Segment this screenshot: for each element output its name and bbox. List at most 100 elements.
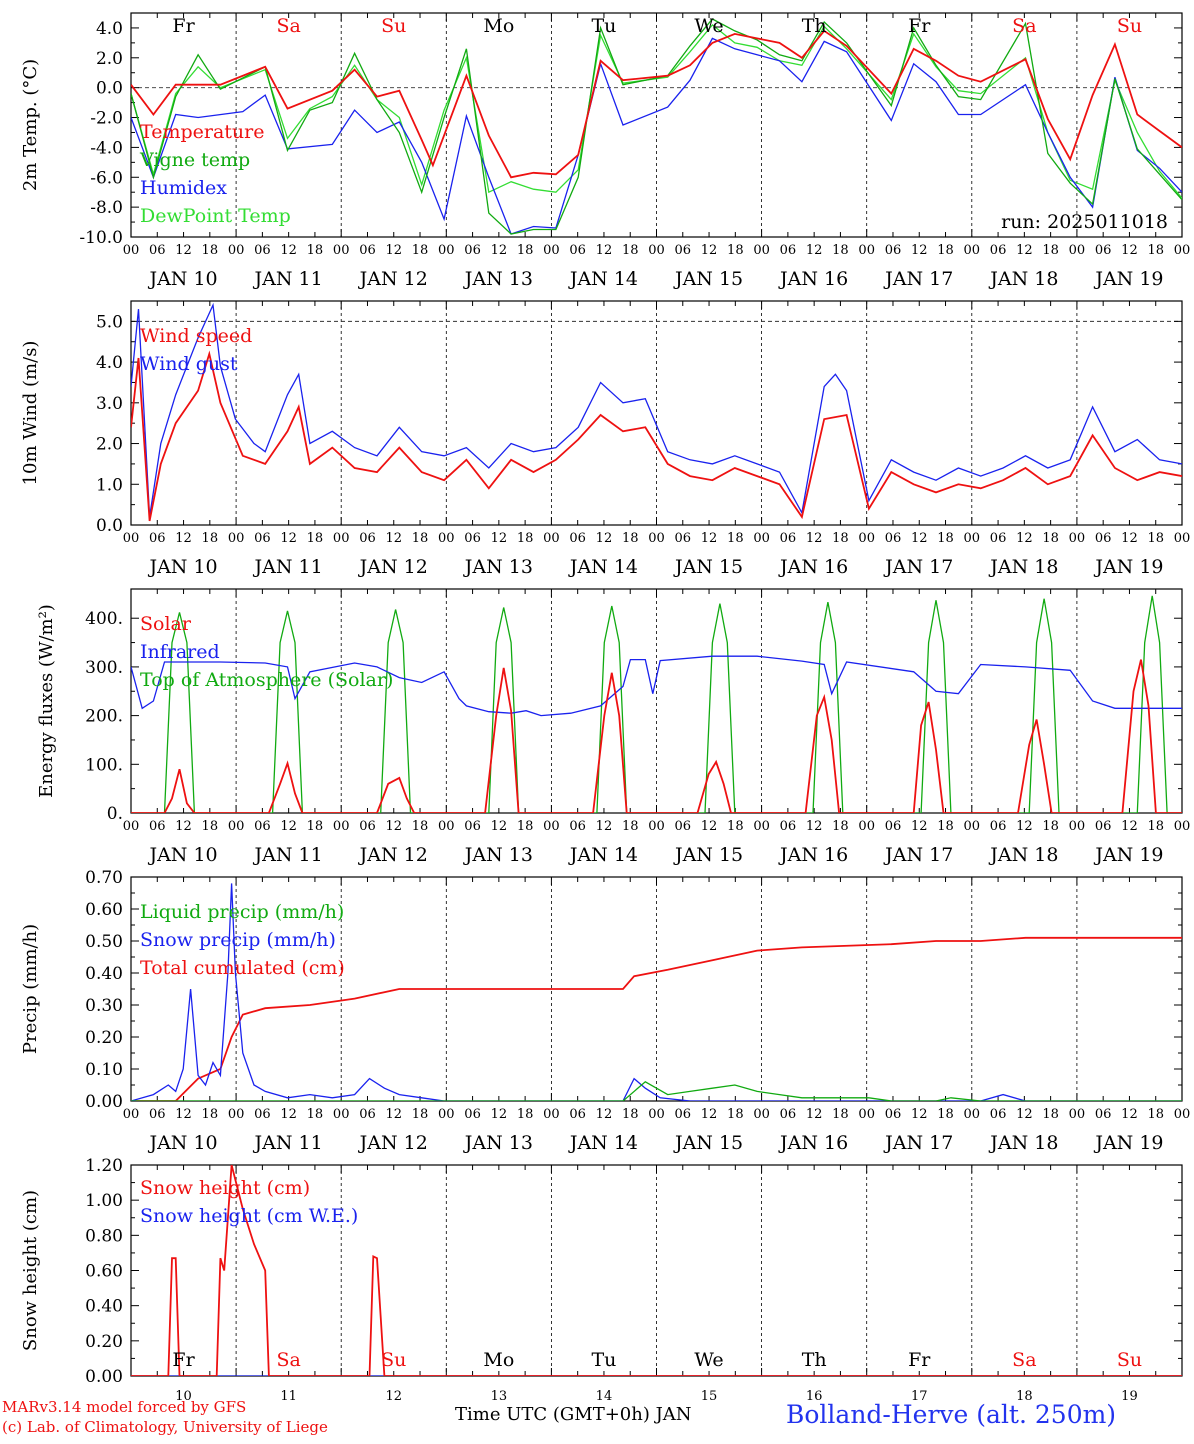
hour-tick-label: 18	[1147, 243, 1164, 258]
hour-tick-label: 12	[911, 531, 928, 546]
y-tick-label: 5.0	[96, 312, 123, 332]
day-number-label: 10	[175, 1389, 192, 1404]
weekday-label: Th	[802, 1349, 827, 1371]
hour-tick-label: 12	[491, 531, 508, 546]
legend-entry: Liquid precip (mm/h)	[140, 901, 344, 923]
date-label: JAN 10	[147, 844, 217, 866]
hour-tick-label: 18	[517, 819, 534, 834]
hour-tick-label: 18	[727, 243, 744, 258]
y-axis-label: 2m Temp. (°C)	[20, 59, 41, 191]
hour-tick-label: 18	[202, 819, 219, 834]
hour-tick-label: 12	[911, 243, 928, 258]
hour-tick-label: 00	[228, 1107, 245, 1122]
y-tick-label: 4.0	[96, 353, 123, 373]
y-tick-label: -8.0	[90, 198, 123, 218]
y-tick-label: 0.0	[96, 79, 123, 99]
y-tick-label: 400.	[85, 609, 123, 629]
legend-entry: Wind gust	[140, 353, 238, 375]
hour-tick-label: 12	[175, 819, 192, 834]
hour-tick-label: 12	[175, 243, 192, 258]
date-label: JAN 11	[253, 844, 323, 866]
hour-tick-label: 00	[438, 819, 455, 834]
hour-tick-label: 00	[858, 243, 875, 258]
day-number-label: 16	[806, 1389, 823, 1404]
hour-tick-label: 18	[727, 1107, 744, 1122]
date-label: JAN 16	[778, 1132, 848, 1154]
hour-tick-label: 18	[1042, 1107, 1059, 1122]
hour-tick-label: 06	[464, 1107, 481, 1122]
hour-tick-label: 06	[1095, 243, 1112, 258]
weekday-label: Su	[1117, 15, 1142, 37]
hour-tick-label: 12	[596, 1107, 613, 1122]
day-number-label: 19	[1121, 1389, 1138, 1404]
legend-entry: Snow height (cm)	[140, 1177, 310, 1199]
weekday-label: Tu	[591, 1349, 616, 1371]
hour-tick-label: 18	[622, 819, 639, 834]
hour-tick-label: 18	[1042, 819, 1059, 834]
hour-tick-label: 12	[385, 1107, 402, 1122]
series-line	[131, 18, 1182, 235]
hour-tick-label: 00	[123, 531, 140, 546]
hour-tick-label: 18	[412, 243, 429, 258]
hour-tick-label: 06	[780, 243, 797, 258]
hour-tick-label: 12	[280, 1107, 297, 1122]
hour-tick-label: 06	[569, 1107, 586, 1122]
date-label: JAN 13	[463, 1132, 533, 1154]
legend-entry: Top of Atmosphere (Solar)	[140, 669, 393, 691]
hour-tick-label: 18	[832, 1107, 849, 1122]
hour-tick-label: 12	[1016, 819, 1033, 834]
weekday-label: Fr	[908, 15, 931, 37]
date-label: JAN 11	[253, 1132, 323, 1154]
date-label: JAN 17	[883, 1132, 953, 1154]
date-label: JAN 19	[1093, 1132, 1163, 1154]
hour-tick-label: 12	[175, 531, 192, 546]
hour-tick-label: 18	[937, 819, 954, 834]
date-label: JAN 19	[1093, 556, 1163, 578]
hour-tick-label: 12	[806, 243, 823, 258]
hour-tick-label: 18	[1147, 1107, 1164, 1122]
hour-tick-label: 00	[964, 819, 981, 834]
hour-tick-label: 12	[596, 243, 613, 258]
hour-tick-label: 12	[1121, 819, 1138, 834]
weekday-label: Th	[802, 15, 827, 37]
hour-tick-label: 00	[333, 1107, 350, 1122]
y-axis-label: 10m Wind (m/s)	[20, 341, 41, 486]
hour-tick-label: 06	[359, 243, 376, 258]
hour-tick-label: 12	[596, 819, 613, 834]
hour-tick-label: 18	[622, 1107, 639, 1122]
hour-tick-label: 18	[307, 819, 324, 834]
y-tick-label: -10.0	[79, 228, 123, 248]
y-tick-label: 3.0	[96, 394, 123, 414]
hour-tick-label: 06	[464, 243, 481, 258]
y-tick-label: 1.20	[85, 1156, 123, 1176]
hour-tick-label: 00	[543, 819, 560, 834]
y-tick-label: 0.60	[85, 1262, 123, 1282]
hour-tick-label: 06	[675, 819, 692, 834]
hour-tick-label: 18	[832, 531, 849, 546]
hour-tick-label: 18	[937, 531, 954, 546]
hour-tick-label: 06	[780, 531, 797, 546]
hour-tick-label: 12	[491, 1107, 508, 1122]
day-number-label: 14	[596, 1389, 613, 1404]
date-label: JAN 12	[358, 844, 428, 866]
hour-tick-label: 12	[806, 819, 823, 834]
hour-tick-label: 18	[727, 819, 744, 834]
legend-entry: Solar	[140, 613, 192, 635]
date-label: JAN 13	[463, 556, 533, 578]
y-tick-label: 1.00	[85, 1191, 123, 1211]
y-axis-label: Precip (mm/h)	[20, 924, 41, 1054]
weekday-label: Fr	[172, 1349, 195, 1371]
hour-tick-label: 18	[937, 1107, 954, 1122]
hour-tick-label: 00	[228, 531, 245, 546]
hour-tick-label: 00	[123, 819, 140, 834]
date-label: JAN 14	[568, 844, 638, 866]
hour-tick-label: 00	[753, 1107, 770, 1122]
date-label: JAN 14	[568, 1132, 638, 1154]
weekday-label: Sa	[1012, 1349, 1036, 1371]
hour-tick-label: 12	[806, 1107, 823, 1122]
y-tick-label: 4.0	[96, 19, 123, 39]
hour-tick-label: 00	[1174, 819, 1191, 834]
hour-tick-label: 12	[385, 531, 402, 546]
hour-tick-label: 12	[1121, 531, 1138, 546]
hour-tick-label: 18	[517, 243, 534, 258]
